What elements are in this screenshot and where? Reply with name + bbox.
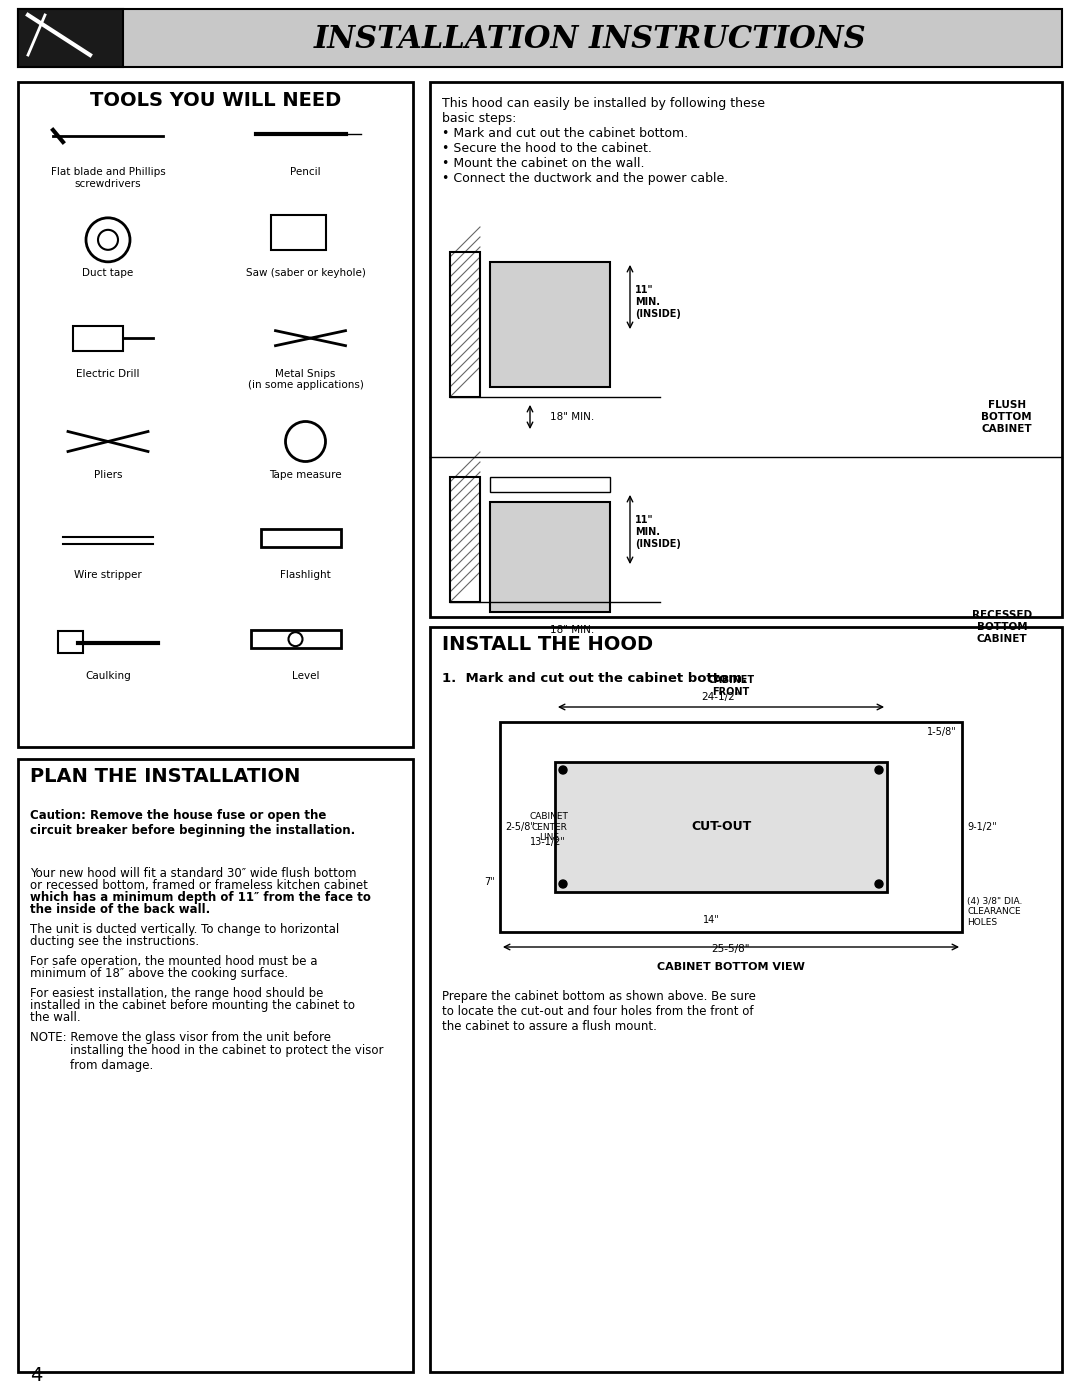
Bar (270, 215, 325, 250)
Text: installing the hood in the cabinet to protect the visor
from damage.: installing the hood in the cabinet to pr… (70, 1044, 383, 1071)
Text: PLAN THE INSTALLATION: PLAN THE INSTALLATION (30, 767, 300, 787)
Text: 18" MIN.: 18" MIN. (550, 624, 594, 636)
Bar (490, 502, 610, 612)
Text: For easiest installation, the range hood should be: For easiest installation, the range hood… (30, 988, 323, 1000)
Text: Level: Level (292, 671, 320, 682)
Text: 1-5/8": 1-5/8" (928, 726, 957, 738)
Text: 9-1/2": 9-1/2" (967, 821, 997, 833)
Text: Saw (saber or keyhole): Saw (saber or keyhole) (245, 268, 365, 278)
Text: The unit is ducted vertically. To change to horizontal: The unit is ducted vertically. To change… (30, 923, 339, 936)
Text: 25-5/8": 25-5/8" (712, 944, 751, 954)
Bar (260, 529, 340, 548)
Text: NOTE: Remove the glass visor from the unit before: NOTE: Remove the glass visor from the un… (30, 1031, 330, 1044)
Text: CABINET BOTTOM VIEW: CABINET BOTTOM VIEW (657, 963, 805, 972)
Text: Flat blade and Phillips
screwdrivers: Flat blade and Phillips screwdrivers (51, 168, 165, 189)
Bar (500, 722, 962, 932)
Bar (18, 759, 413, 1372)
Text: Wire stripper: Wire stripper (75, 570, 141, 580)
Text: the inside of the back wall.: the inside of the back wall. (30, 902, 211, 916)
Text: TOOLS YOU WILL NEED: TOOLS YOU WILL NEED (90, 91, 341, 109)
Text: CUT-OUT: CUT-OUT (691, 820, 751, 834)
Bar (251, 630, 340, 648)
Text: ducting see the instructions.: ducting see the instructions. (30, 935, 199, 949)
Text: 14": 14" (703, 915, 719, 925)
Text: 2-5/8": 2-5/8" (505, 821, 535, 833)
Bar (18, 8, 1062, 67)
Text: installed in the cabinet before mounting the cabinet to: installed in the cabinet before mounting… (30, 999, 355, 1011)
Text: 24-1/2": 24-1/2" (702, 692, 740, 703)
Text: Flashlight: Flashlight (280, 570, 330, 580)
Bar (73, 326, 123, 351)
Bar (450, 251, 480, 397)
Text: FLUSH
BOTTOM
CABINET: FLUSH BOTTOM CABINET (982, 401, 1032, 433)
Bar (450, 476, 480, 602)
Text: For safe operation, the mounted hood must be a: For safe operation, the mounted hood mus… (30, 956, 318, 968)
Text: 7": 7" (484, 877, 495, 887)
Text: 11"
MIN.
(INSIDE): 11" MIN. (INSIDE) (635, 285, 680, 319)
Text: 13-1/2": 13-1/2" (530, 837, 566, 847)
Bar (490, 476, 610, 492)
Bar (18, 8, 123, 67)
Text: Duct tape: Duct tape (82, 268, 134, 278)
Text: Tape measure: Tape measure (269, 469, 341, 479)
Text: 4: 4 (30, 1366, 42, 1384)
Bar (430, 82, 1062, 617)
Circle shape (875, 766, 883, 774)
Text: Caution: Remove the house fuse or open the
circuit breaker before beginning the : Caution: Remove the house fuse or open t… (30, 809, 355, 837)
Text: CABINET
CENTER
LINE: CABINET CENTER LINE (530, 812, 569, 842)
Text: Pliers: Pliers (94, 469, 122, 479)
Text: Caulking: Caulking (85, 671, 131, 682)
Text: or recessed bottom, framed or frameless kitchen cabinet: or recessed bottom, framed or frameless … (30, 879, 368, 893)
Text: 18" MIN.: 18" MIN. (550, 412, 594, 422)
Circle shape (875, 880, 883, 888)
Bar (18, 82, 413, 747)
Bar (430, 627, 1062, 1372)
Text: This hood can easily be installed by following these
basic steps:
• Mark and cut: This hood can easily be installed by fol… (442, 96, 765, 184)
Text: Prepare the cabinet bottom as shown above. Be sure
to locate the cut-out and fou: Prepare the cabinet bottom as shown abov… (442, 990, 756, 1032)
Text: INSTALL THE HOOD: INSTALL THE HOOD (442, 636, 653, 655)
Text: Metal Snips
(in some applications): Metal Snips (in some applications) (247, 369, 364, 390)
Text: Pencil: Pencil (291, 168, 321, 177)
Text: INSTALLATION INSTRUCTIONS: INSTALLATION INSTRUCTIONS (313, 24, 866, 54)
Text: CABINET
FRONT: CABINET FRONT (707, 675, 755, 697)
Bar (490, 263, 610, 387)
Circle shape (559, 880, 567, 888)
Bar (58, 631, 83, 654)
Text: the wall.: the wall. (30, 1011, 81, 1024)
Text: (4) 3/8" DIA.
CLEARANCE
HOLES: (4) 3/8" DIA. CLEARANCE HOLES (967, 897, 1023, 926)
Text: RECESSED
BOTTOM
CABINET: RECESSED BOTTOM CABINET (972, 610, 1032, 644)
Text: 11"
MIN.
(INSIDE): 11" MIN. (INSIDE) (635, 515, 680, 549)
Text: Your new hood will fit a standard 30″ wide flush bottom: Your new hood will fit a standard 30″ wi… (30, 868, 356, 880)
Bar (555, 761, 887, 893)
Circle shape (559, 766, 567, 774)
Text: minimum of 18″ above the cooking surface.: minimum of 18″ above the cooking surface… (30, 967, 288, 981)
Text: 1.  Mark and cut out the cabinet bottom.: 1. Mark and cut out the cabinet bottom. (442, 672, 747, 685)
Text: Electric Drill: Electric Drill (77, 369, 139, 379)
Text: which has a minimum depth of 11″ from the face to: which has a minimum depth of 11″ from th… (30, 891, 370, 904)
